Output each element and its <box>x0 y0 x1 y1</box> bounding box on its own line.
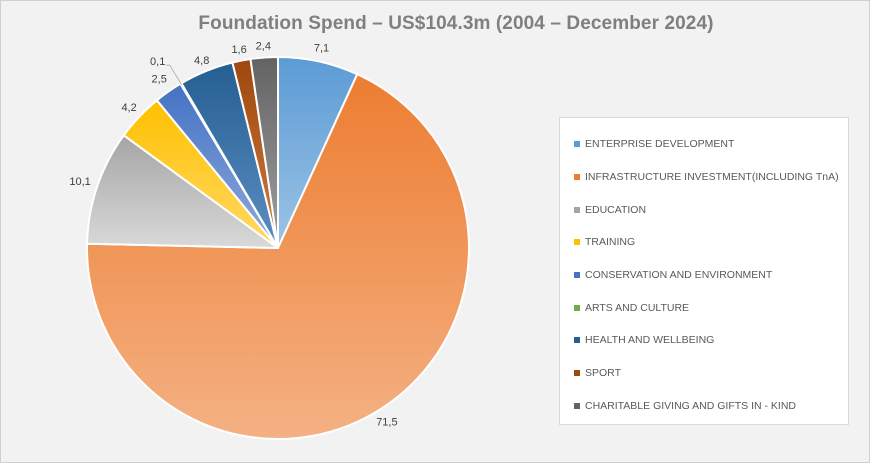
legend-item: ENTERPRISE DEVELOPMENT <box>574 128 848 161</box>
legend-swatch <box>574 402 580 409</box>
legend-label: CONSERVATION AND ENVIRONMENT <box>585 269 773 282</box>
legend-swatch <box>574 141 580 148</box>
legend-label: ENTERPRISE DEVELOPMENT <box>585 138 735 151</box>
data-label-5: 0,1 <box>150 56 165 68</box>
pie-slice-1 <box>86 73 470 440</box>
legend-label: EDUCATION <box>585 203 647 216</box>
data-label-2: 10,1 <box>69 176 90 188</box>
legend-item: EDUCATION <box>574 193 848 226</box>
leader-line <box>165 64 183 86</box>
pie-slice-8 <box>249 55 279 249</box>
legend-item: ARTS AND CULTURE <box>574 291 848 324</box>
data-label-4: 2,5 <box>152 74 167 86</box>
data-label-6: 4,8 <box>194 55 209 67</box>
pie-slice-2 <box>86 134 279 249</box>
pie-chart: 7,1 71,5 10,1 4,2 2,5 0,1 4,8 1,6 2,4 <box>69 41 470 440</box>
legend-item: CHARITABLE GIVING AND GIFTS IN - KIND <box>574 390 848 423</box>
data-label-0: 7,1 <box>314 43 329 55</box>
legend-item: SPORT <box>574 357 848 390</box>
legend-swatch <box>574 174 580 181</box>
legend-item: CONSERVATION AND ENVIRONMENT <box>574 259 848 292</box>
legend-swatch <box>574 337 580 344</box>
legend-label: INFRASTRUCTURE INVESTMENT(INCLUDING TnA) <box>585 171 839 184</box>
data-label-1: 71,5 <box>376 417 397 429</box>
legend-item: HEALTH AND WELLBEING <box>574 324 848 357</box>
chart-title: Foundation Spend – US$104.3m (2004 – Dec… <box>198 13 714 34</box>
legend-label: TRAINING <box>585 236 636 249</box>
legend-swatch <box>574 206 580 213</box>
legend-swatch <box>574 272 580 279</box>
legend-label: HEALTH AND WELLBEING <box>585 334 715 347</box>
legend-swatch <box>574 304 580 311</box>
legend-item: TRAINING <box>574 226 848 259</box>
legend: ENTERPRISE DEVELOPMENT INFRASTRUCTURE INV… <box>559 117 849 425</box>
legend-label: ARTS AND CULTURE <box>585 301 690 314</box>
legend-label: CHARITABLE GIVING AND GIFTS IN - KIND <box>585 399 796 412</box>
data-label-8: 2,4 <box>256 41 271 53</box>
legend-swatch <box>574 239 580 246</box>
legend-swatch <box>574 370 580 377</box>
legend-label: SPORT <box>585 367 621 380</box>
data-label-3: 4,2 <box>121 102 136 114</box>
legend-item: INFRASTRUCTURE INVESTMENT(INCLUDING TnA) <box>574 161 848 194</box>
data-label-7: 1,6 <box>231 44 246 56</box>
